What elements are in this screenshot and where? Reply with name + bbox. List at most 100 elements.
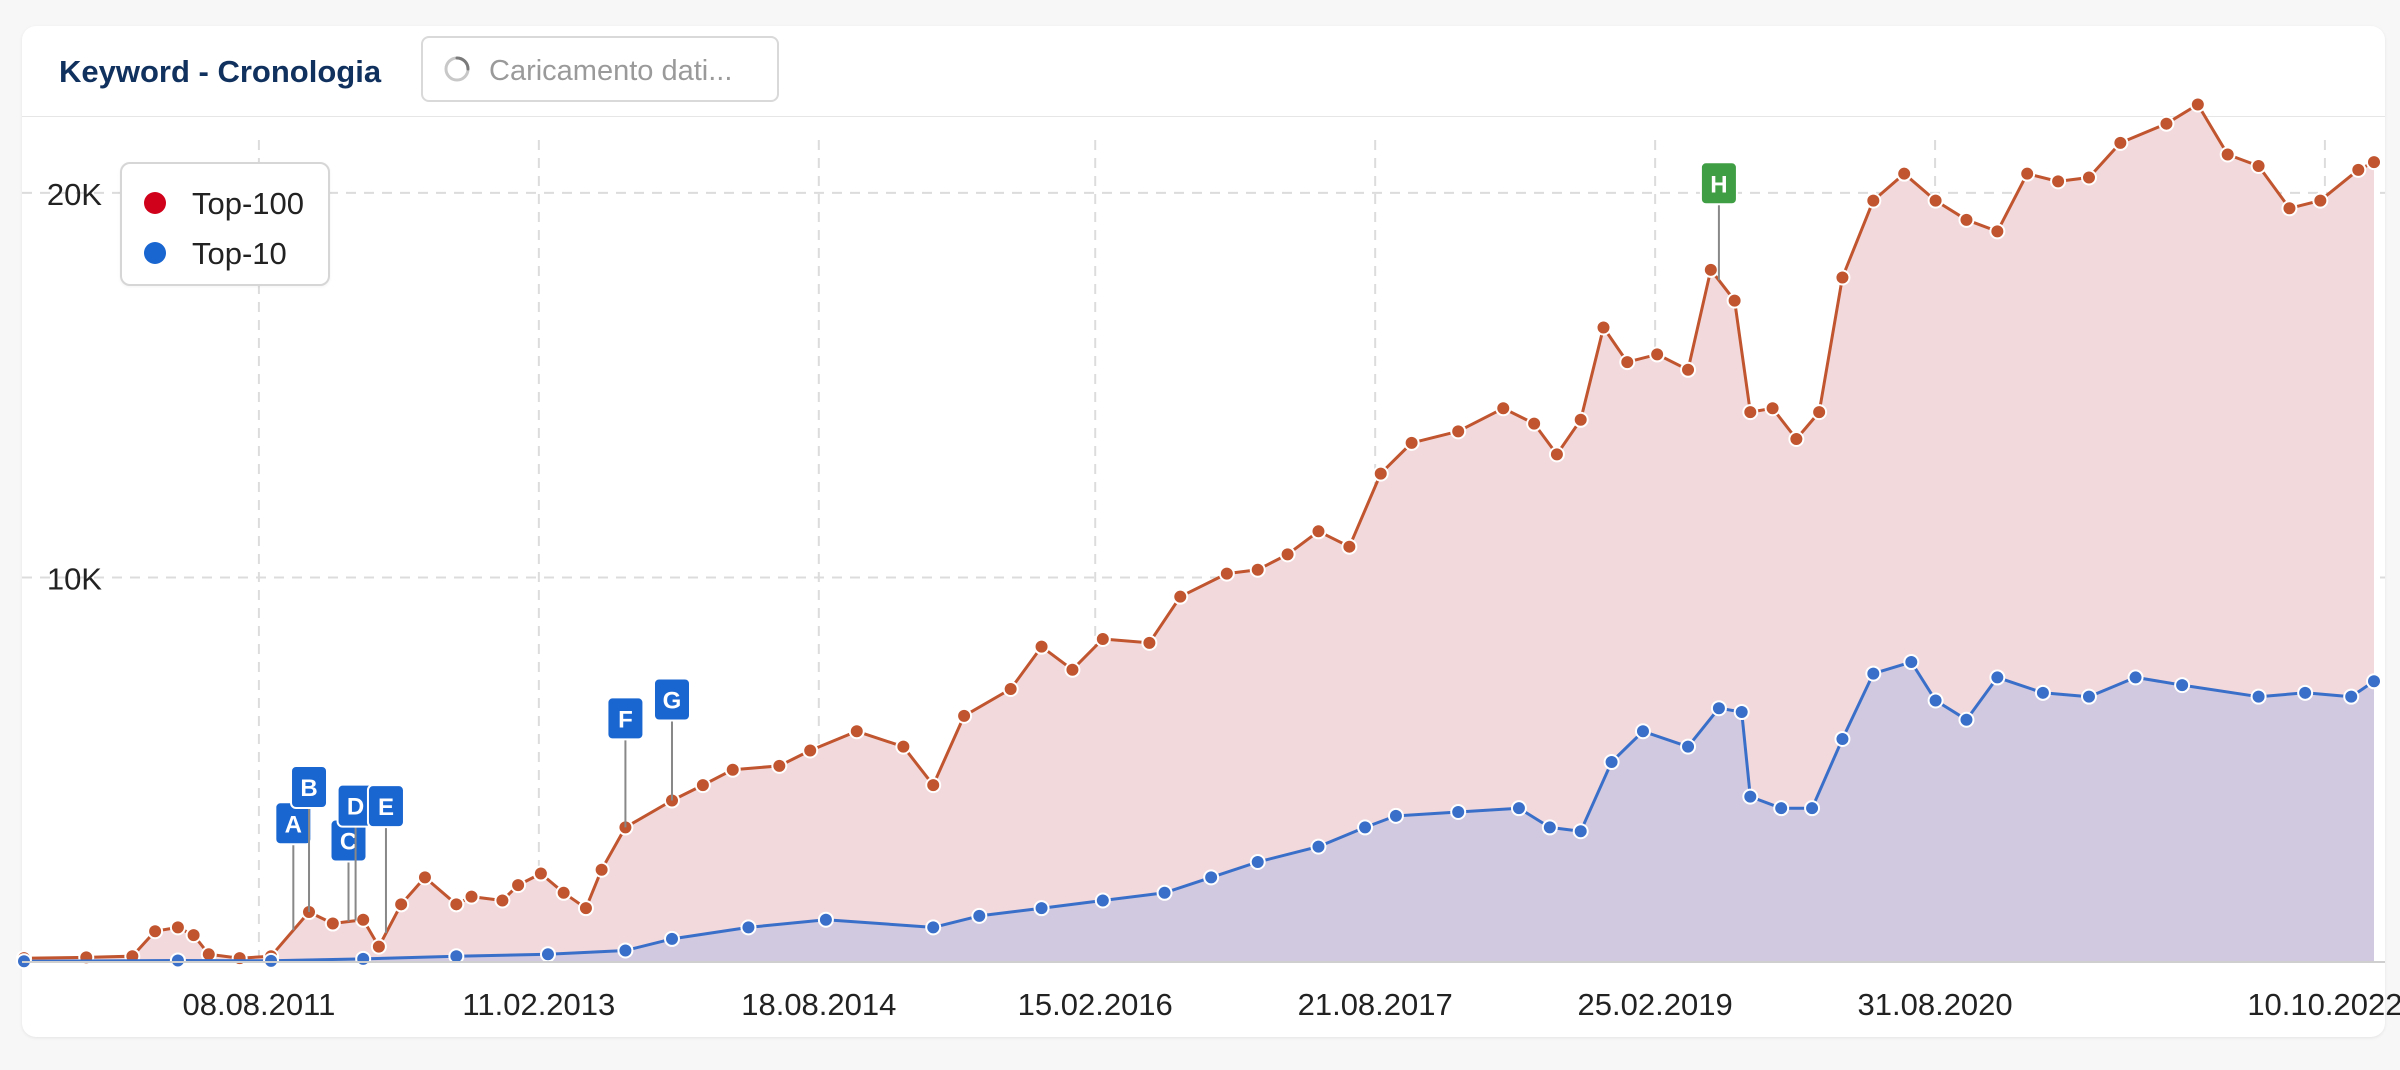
data-point-top-10 <box>1541 819 1558 836</box>
data-point-top-10 <box>263 952 280 969</box>
data-point-top-100 <box>1310 523 1327 540</box>
data-point-top-100 <box>185 927 202 944</box>
data-point-top-10 <box>1094 892 1111 909</box>
data-point-top-100 <box>1548 446 1565 463</box>
data-point-top-100 <box>956 707 973 724</box>
data-point-top-100 <box>2112 134 2129 151</box>
y-tick-label: 10K <box>47 561 102 596</box>
data-point-top-100 <box>577 900 594 917</box>
data-point-top-10 <box>2174 677 2191 694</box>
data-point-top-100 <box>555 884 572 901</box>
data-point-top-10 <box>1387 807 1404 824</box>
data-point-top-100 <box>324 915 341 932</box>
data-point-top-100 <box>231 950 248 967</box>
data-point-top-10 <box>1357 819 1374 836</box>
data-point-top-100 <box>1279 546 1296 563</box>
data-point-top-100 <box>694 777 711 794</box>
data-point-top-100 <box>1172 588 1189 605</box>
data-point-top-100 <box>494 892 511 909</box>
data-point-top-10 <box>1834 730 1851 747</box>
data-point-top-100 <box>1595 319 1612 336</box>
data-point-top-100 <box>1094 630 1111 647</box>
data-point-top-10 <box>971 907 988 924</box>
data-point-top-100 <box>1218 565 1235 582</box>
data-point-top-100 <box>510 877 527 894</box>
data-point-top-100 <box>1450 423 1467 440</box>
legend-label-top-100: Top-100 <box>192 186 305 221</box>
data-point-top-100 <box>1811 404 1828 421</box>
data-point-top-10 <box>1927 692 1944 709</box>
x-tick-label: 11.02.2013 <box>462 987 615 1022</box>
data-point-top-100 <box>1726 292 1743 309</box>
data-point-top-10 <box>1958 711 1975 728</box>
data-point-top-100 <box>2158 115 2175 132</box>
data-point-top-100 <box>848 723 865 740</box>
data-point-top-100 <box>2250 157 2267 174</box>
data-point-top-100 <box>147 923 164 940</box>
data-point-top-10 <box>1733 704 1750 721</box>
data-point-top-10 <box>2366 673 2382 690</box>
data-point-top-100 <box>1141 634 1158 651</box>
x-tick-label: 25.02.2019 <box>1578 987 1733 1022</box>
data-point-top-10 <box>1865 665 1882 682</box>
data-point-top-100 <box>1572 411 1589 428</box>
data-point-top-100 <box>771 757 788 774</box>
data-point-top-10 <box>1310 838 1327 855</box>
flag-label: B <box>300 775 317 802</box>
data-point-top-100 <box>1249 561 1266 578</box>
data-point-top-10 <box>1804 800 1821 817</box>
data-point-top-100 <box>169 919 186 936</box>
data-point-top-100 <box>355 911 372 928</box>
data-point-top-100 <box>370 938 387 955</box>
data-point-top-10 <box>1710 700 1727 717</box>
data-point-top-100 <box>2281 200 2298 217</box>
data-point-top-100 <box>2219 146 2236 163</box>
legend-dot-top-100 <box>144 192 166 214</box>
data-point-top-10 <box>1033 900 1050 917</box>
x-tick-label: 15.02.2016 <box>1018 987 1173 1022</box>
data-point-top-100 <box>1372 465 1389 482</box>
data-point-top-10 <box>1634 723 1651 740</box>
data-point-top-10 <box>2297 684 2314 701</box>
data-point-top-100 <box>1680 361 1697 378</box>
data-point-top-10 <box>1989 669 2006 686</box>
flag-marker-h <box>1699 161 1738 206</box>
series-area-top-10 <box>24 662 2374 962</box>
flag-label: F <box>618 706 633 733</box>
data-point-top-10 <box>169 952 186 969</box>
data-point-top-100 <box>2366 154 2382 171</box>
data-point-top-100 <box>1764 400 1781 417</box>
flag-label: D <box>347 794 364 821</box>
data-point-top-100 <box>1742 404 1759 421</box>
data-point-top-10 <box>1773 800 1790 817</box>
data-point-top-100 <box>416 869 433 886</box>
data-point-top-100 <box>1341 538 1358 555</box>
x-tick-label: 10.10.2022 <box>2247 987 2400 1022</box>
flag-label: C <box>340 829 357 856</box>
loading-indicator-button[interactable]: Caricamento dati... <box>421 36 779 102</box>
data-point-top-10 <box>2034 684 2051 701</box>
data-point-top-100 <box>1834 269 1851 286</box>
series-line-top-10 <box>23 660 2375 963</box>
data-point-top-10 <box>1603 754 1620 771</box>
flag-label: H <box>1710 171 1727 198</box>
data-point-top-100 <box>802 742 819 759</box>
data-point-top-10 <box>663 930 680 947</box>
data-point-top-100 <box>2019 165 2036 182</box>
data-point-top-10 <box>2250 688 2267 705</box>
chart-title: Keyword - Cronologia <box>59 54 382 89</box>
data-point-top-100 <box>895 738 912 755</box>
data-point-top-10 <box>2080 688 2097 705</box>
flag-label: A <box>285 811 302 838</box>
data-point-top-10 <box>617 942 634 959</box>
data-point-top-100 <box>1896 165 1913 182</box>
legend-label-top-10: Top-10 <box>192 236 287 271</box>
data-point-top-10 <box>1203 869 1220 886</box>
x-tick-label: 21.08.2017 <box>1298 987 1453 1022</box>
data-point-top-10 <box>1510 800 1527 817</box>
data-point-top-100 <box>1403 434 1420 451</box>
spinner-icon <box>444 56 470 82</box>
data-point-top-100 <box>1927 192 1944 209</box>
data-point-top-10 <box>1742 788 1759 805</box>
data-point-top-100 <box>393 896 410 913</box>
